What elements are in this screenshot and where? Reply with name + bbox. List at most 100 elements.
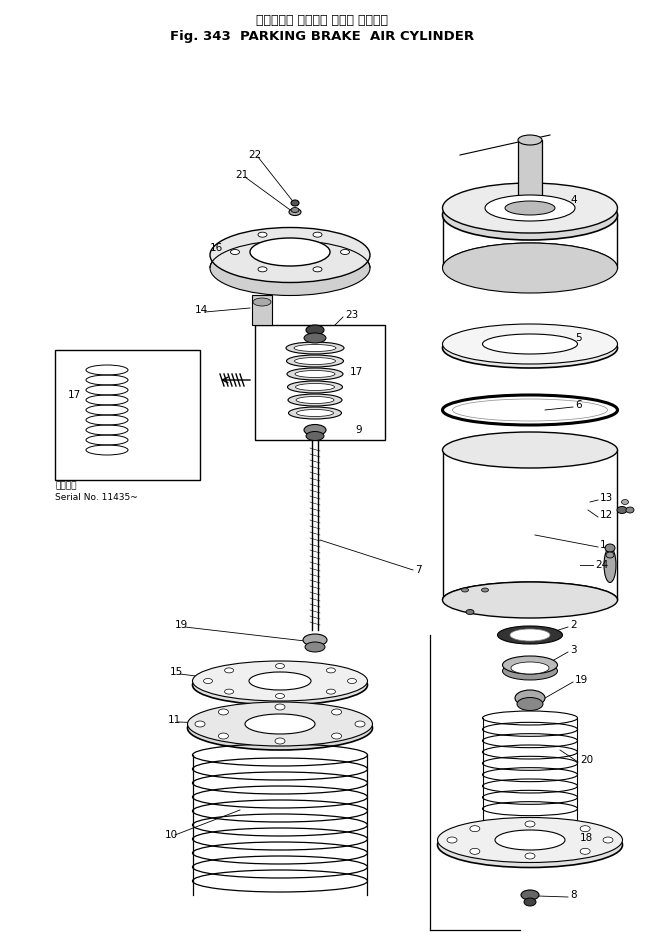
Text: 1: 1 xyxy=(600,540,607,550)
Text: 4: 4 xyxy=(570,195,577,205)
Ellipse shape xyxy=(219,709,228,715)
Ellipse shape xyxy=(482,588,488,592)
Ellipse shape xyxy=(245,714,315,734)
Ellipse shape xyxy=(497,626,562,644)
Ellipse shape xyxy=(470,826,480,831)
Ellipse shape xyxy=(525,853,535,859)
Ellipse shape xyxy=(447,837,457,843)
Ellipse shape xyxy=(230,250,239,254)
Ellipse shape xyxy=(580,826,590,831)
Ellipse shape xyxy=(204,679,212,683)
Ellipse shape xyxy=(617,507,627,513)
Ellipse shape xyxy=(622,499,628,505)
Ellipse shape xyxy=(188,706,373,750)
Text: パーキング ブレーキ エアー シリンダ: パーキング ブレーキ エアー シリンダ xyxy=(257,14,388,27)
Ellipse shape xyxy=(305,642,325,652)
Ellipse shape xyxy=(603,837,613,843)
Ellipse shape xyxy=(304,424,326,436)
Ellipse shape xyxy=(258,267,267,271)
Ellipse shape xyxy=(275,738,285,744)
Bar xyxy=(252,295,272,325)
Ellipse shape xyxy=(288,407,341,419)
Ellipse shape xyxy=(291,208,299,213)
Ellipse shape xyxy=(517,698,543,711)
Ellipse shape xyxy=(442,432,617,468)
Text: 9: 9 xyxy=(355,425,362,435)
Ellipse shape xyxy=(482,334,577,354)
Ellipse shape xyxy=(437,817,622,863)
Ellipse shape xyxy=(510,629,550,641)
Ellipse shape xyxy=(605,544,615,552)
Text: 17: 17 xyxy=(68,390,81,400)
Text: 22: 22 xyxy=(248,150,261,160)
Text: 20: 20 xyxy=(580,755,593,765)
Ellipse shape xyxy=(306,432,324,440)
Text: 5: 5 xyxy=(575,333,582,343)
Ellipse shape xyxy=(355,721,365,727)
Ellipse shape xyxy=(295,370,335,378)
Ellipse shape xyxy=(521,890,539,900)
Text: 13: 13 xyxy=(600,493,613,503)
Ellipse shape xyxy=(294,344,336,351)
Ellipse shape xyxy=(253,298,271,306)
Ellipse shape xyxy=(192,661,368,701)
Ellipse shape xyxy=(466,609,474,615)
Ellipse shape xyxy=(515,690,545,706)
Text: 10: 10 xyxy=(165,830,178,840)
Ellipse shape xyxy=(442,328,617,368)
Ellipse shape xyxy=(524,898,536,906)
Bar xyxy=(255,325,385,440)
Text: 12: 12 xyxy=(600,510,613,520)
Bar xyxy=(518,140,542,208)
Text: 6: 6 xyxy=(575,400,582,410)
Ellipse shape xyxy=(511,662,549,674)
Text: 19: 19 xyxy=(575,675,588,685)
Text: 8: 8 xyxy=(570,890,577,900)
Ellipse shape xyxy=(249,672,311,690)
Ellipse shape xyxy=(332,733,342,739)
Ellipse shape xyxy=(224,689,233,694)
Text: 19: 19 xyxy=(175,620,188,630)
Ellipse shape xyxy=(250,238,330,266)
Ellipse shape xyxy=(295,358,335,364)
Ellipse shape xyxy=(275,663,284,668)
Ellipse shape xyxy=(224,668,233,673)
Ellipse shape xyxy=(442,183,617,233)
Ellipse shape xyxy=(313,267,322,271)
Ellipse shape xyxy=(275,704,285,710)
Ellipse shape xyxy=(289,209,301,215)
Ellipse shape xyxy=(192,665,368,705)
Ellipse shape xyxy=(286,355,344,367)
Ellipse shape xyxy=(485,195,575,221)
Ellipse shape xyxy=(604,548,616,583)
Text: 7: 7 xyxy=(415,565,422,575)
Text: 2: 2 xyxy=(570,620,577,630)
Ellipse shape xyxy=(442,243,617,293)
Text: 21: 21 xyxy=(235,170,248,180)
Ellipse shape xyxy=(626,507,634,513)
Ellipse shape xyxy=(306,325,324,335)
Ellipse shape xyxy=(518,135,542,145)
Ellipse shape xyxy=(275,694,284,698)
Ellipse shape xyxy=(525,821,535,827)
Text: Serial No. 11435~: Serial No. 11435~ xyxy=(55,493,138,502)
Ellipse shape xyxy=(210,240,370,295)
Ellipse shape xyxy=(313,233,322,237)
Ellipse shape xyxy=(288,381,342,393)
Ellipse shape xyxy=(188,702,373,746)
Text: 15: 15 xyxy=(170,667,183,677)
Ellipse shape xyxy=(348,679,357,683)
Text: 適用号筆: 適用号筆 xyxy=(55,481,77,490)
Ellipse shape xyxy=(505,201,555,215)
Ellipse shape xyxy=(210,228,370,283)
Text: 14: 14 xyxy=(195,305,208,315)
Ellipse shape xyxy=(288,394,342,406)
Ellipse shape xyxy=(341,250,350,254)
Text: 23: 23 xyxy=(345,310,358,320)
Ellipse shape xyxy=(295,383,335,390)
Ellipse shape xyxy=(502,656,557,674)
Ellipse shape xyxy=(495,830,565,850)
Ellipse shape xyxy=(326,668,335,673)
Ellipse shape xyxy=(296,397,334,403)
Bar xyxy=(55,350,200,480)
